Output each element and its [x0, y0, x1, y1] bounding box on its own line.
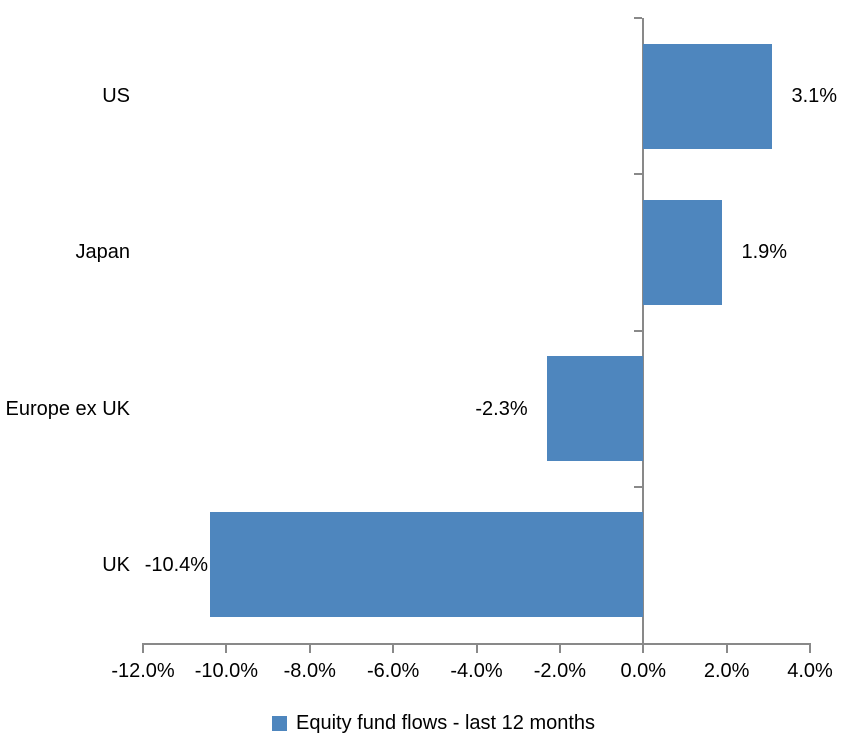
x-tick-label-4: -4.0%: [450, 660, 503, 682]
category-label-japan: Japan: [75, 241, 131, 264]
x-tick-label-2: -8.0%: [283, 660, 336, 682]
data-label-us: 3.1%: [791, 85, 838, 108]
category-axis-tick: [634, 485, 643, 488]
category-axis-tick: [634, 17, 643, 19]
bar-japan: [643, 199, 723, 305]
x-axis-tick: [142, 643, 144, 653]
legend-swatch: [272, 715, 287, 731]
data-label-japan: 1.9%: [741, 241, 788, 264]
x-axis-tick: [392, 643, 395, 653]
category-label-us: US: [102, 85, 130, 108]
bar-europe-ex-uk: [547, 356, 644, 462]
legend-label: Equity fund flows - last 12 months: [296, 711, 596, 734]
x-axis-tick: [558, 643, 561, 653]
x-tick-label-1: -10.0%: [194, 660, 259, 682]
x-tick-label-8: 4.0%: [787, 660, 833, 682]
data-label-uk: -10.4%: [144, 553, 209, 576]
category-label-europe-ex-uk: Europe ex UK: [5, 397, 130, 420]
category-axis-tick: [634, 329, 643, 332]
x-tick-label-7: 2.0%: [703, 660, 750, 682]
x-axis-tick: [809, 643, 811, 653]
bar-us: [643, 43, 773, 149]
x-tick-label-6: 0.0%: [620, 660, 667, 682]
x-tick-label-3: -6.0%: [367, 660, 420, 682]
y-axis-line: [642, 18, 645, 651]
x-tick-label-0: -12.0%: [111, 660, 175, 682]
category-label-uk: UK: [102, 553, 130, 576]
chart-legend: Equity fund flows - last 12 months: [272, 707, 595, 739]
bar-uk: [209, 512, 644, 618]
x-axis-tick: [225, 643, 228, 653]
category-axis-tick: [634, 173, 643, 176]
x-tick-label-5: -2.0%: [533, 660, 586, 682]
x-axis-tick: [475, 643, 478, 653]
x-axis-tick: [308, 643, 311, 653]
data-label-europe-ex-uk: -2.3%: [475, 397, 528, 420]
x-axis-tick: [725, 643, 728, 653]
x-axis-tick: [642, 643, 645, 653]
